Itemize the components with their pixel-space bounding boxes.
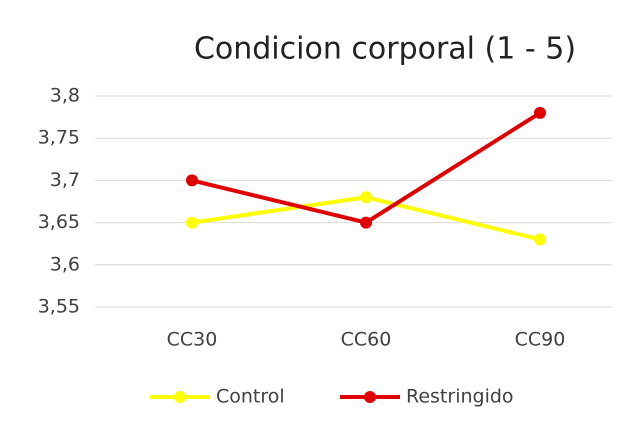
legend-marker [364,391,376,403]
data-point [534,106,546,119]
data-point [360,191,372,204]
legend-label: Restringido [406,386,514,408]
legend-marker [174,391,186,403]
y-tick-label: 3,55 [38,296,80,318]
y-tick-label: 3,6 [50,253,80,275]
y-tick-label: 3,75 [38,127,80,149]
chart-title: Condicion corporal (1 - 5) [194,32,576,67]
data-point [360,216,372,229]
y-tick-label: 3,8 [50,85,80,107]
data-point [534,233,546,246]
data-point [186,216,198,229]
y-tick-label: 3,7 [50,169,80,191]
y-tick-label: 3,65 [38,211,80,233]
legend-label: Control [216,386,285,408]
data-point [186,174,198,187]
x-tick-label: CC30 [167,329,218,351]
x-tick-label: CC60 [341,329,392,351]
x-tick-label: CC90 [515,329,566,351]
